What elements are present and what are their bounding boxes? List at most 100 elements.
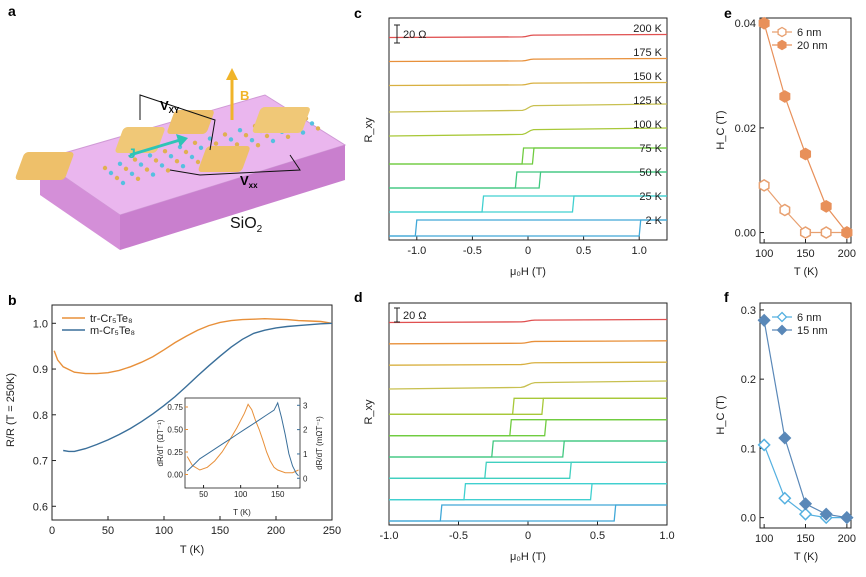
inset-series-line — [186, 401, 299, 477]
panel-label-f: f — [724, 289, 729, 305]
inset-y-left-tick-label: 0.75 — [167, 403, 183, 412]
atom — [117, 161, 123, 166]
inset-y-left-tick-label: 0.50 — [167, 426, 183, 435]
inset-y-right-tick-label: 2 — [303, 426, 308, 435]
contact-1 — [15, 152, 74, 180]
atom — [138, 162, 144, 167]
atom — [243, 133, 249, 138]
data-point — [778, 431, 792, 445]
atom — [237, 128, 243, 133]
x-tick-label: 200 — [838, 248, 856, 260]
device-schematic: VXY Vxx B J SiO2 — [15, 68, 347, 250]
b-label: B — [240, 88, 249, 103]
x-tick-label: 150 — [796, 533, 814, 545]
x-tick-label: 1.0 — [632, 245, 647, 257]
substrate-side — [120, 145, 345, 250]
panel-label-b: b — [8, 292, 17, 308]
x-tick-label: 0 — [525, 245, 531, 257]
panel-label-e: e — [724, 5, 732, 21]
panel-d-chart: -1.0 -0.5 0 0.5 1.0 20 Ω μ₀H (T) R_xy — [363, 302, 675, 563]
atom — [174, 159, 180, 164]
inset-x-tick-label: 50 — [199, 490, 208, 499]
d-scale-bar-label: 20 Ω — [403, 310, 427, 322]
atom — [168, 154, 174, 159]
x-tick-label: 200 — [267, 525, 285, 537]
series-line — [763, 320, 847, 519]
series-line — [763, 185, 847, 234]
hysteresis-loop-down — [389, 483, 667, 501]
hysteresis-loop — [388, 33, 668, 39]
atom — [255, 143, 261, 148]
atom — [114, 175, 120, 181]
inset-y-right-tick-label: 3 — [303, 401, 308, 410]
series-label: 125 K — [633, 95, 662, 107]
series-label: 75 K — [639, 143, 662, 155]
inset-y-right-tick-label: 0 — [303, 474, 308, 483]
atom — [153, 158, 159, 163]
atom — [285, 134, 291, 139]
hysteresis-loop-up — [389, 461, 667, 479]
legend-entry: 20 nm — [797, 40, 828, 52]
inset-frame — [184, 397, 301, 489]
legend-entry-tr: tr-Cr₅Te₈ — [90, 313, 133, 325]
e-y-axis-label: H_C (T) — [715, 110, 727, 149]
x-tick-label: 100 — [755, 248, 773, 260]
hysteresis-loop — [388, 380, 668, 390]
y-tick-label: 0.2 — [741, 374, 756, 386]
atom — [102, 165, 108, 171]
atom — [183, 149, 189, 155]
vxy-label: VXY — [160, 98, 180, 115]
hysteresis-loop-down — [389, 195, 667, 213]
legend: tr-Cr₅Te₈ m-Cr₅Te₈ — [62, 313, 135, 337]
j-arrow — [129, 138, 181, 157]
data-point — [820, 226, 832, 239]
c-scale-bar-label: 20 Ω — [403, 29, 427, 41]
hysteresis-loop-up — [389, 440, 667, 458]
hysteresis-loop-down — [389, 461, 667, 479]
hysteresis-loop — [388, 81, 668, 87]
atom — [180, 164, 186, 169]
atom — [150, 172, 156, 177]
atom — [264, 133, 270, 139]
legend-entry-m: m-Cr₅Te₈ — [90, 325, 135, 337]
x-tick-label: -0.5 — [449, 530, 468, 542]
data-point — [758, 16, 770, 30]
y-tick-label: 0.1 — [741, 443, 756, 455]
x-tick-label: 100 — [755, 533, 773, 545]
atom — [234, 142, 240, 147]
x-tick-label: 1.0 — [659, 530, 674, 542]
data-point — [798, 497, 813, 511]
atom — [108, 170, 114, 176]
atom — [135, 176, 141, 181]
f-x-axis-label: T (K) — [794, 551, 818, 563]
hysteresis-loop-up — [389, 171, 667, 189]
hysteresis-loop-up — [389, 397, 667, 415]
inset-x-axis-label: T (K) — [233, 508, 251, 517]
legend-entry: 15 nm — [797, 325, 828, 337]
series-line — [53, 317, 333, 375]
hysteresis-loop-up — [389, 504, 667, 522]
panel-c-chart: -1.0 -0.5 0 0.5 1.0 200 K 175 K 150 K 125 K 100 … — [363, 17, 668, 278]
d-x-axis-label: μ₀H (T) — [510, 551, 546, 563]
series-label: 2 K — [645, 215, 662, 227]
inset-chart: 50 100 150 0.00 0.25 0.50 0.75 0 1 2 3 T (K) dR/dT… — [156, 397, 324, 517]
hysteresis-loop-up — [389, 147, 667, 165]
hysteresis-loop-up — [389, 419, 667, 437]
j-arrowhead — [176, 134, 188, 147]
x-tick-label: 0 — [525, 530, 531, 542]
hysteresis-loop — [388, 361, 668, 366]
atom — [207, 136, 213, 141]
x-tick-label: 200 — [838, 533, 856, 545]
x-tick-label: 150 — [211, 525, 229, 537]
atom — [309, 121, 315, 126]
j-label: J — [128, 145, 136, 161]
data-point — [799, 147, 812, 161]
data-point — [841, 226, 853, 239]
legend-marker — [777, 26, 787, 38]
c-y-axis-label: R_xy — [363, 117, 375, 143]
contact-2 — [115, 127, 165, 153]
atom — [198, 145, 204, 150]
hysteresis-loop-down — [389, 440, 667, 458]
